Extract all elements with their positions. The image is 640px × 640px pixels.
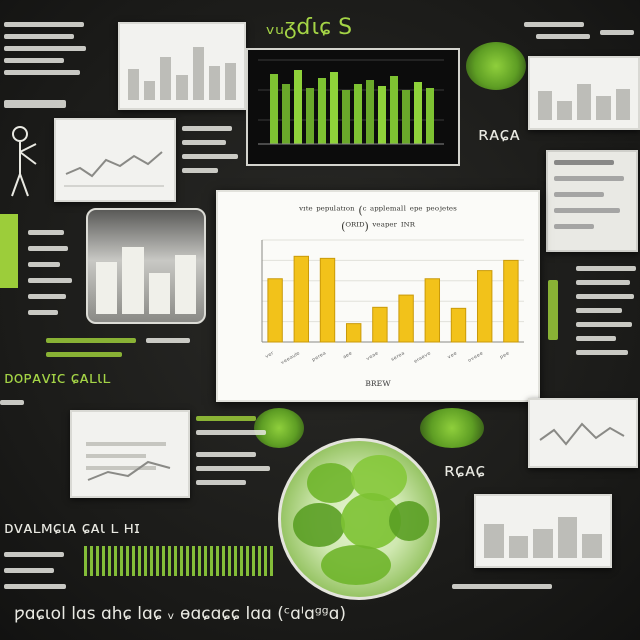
green-bar xyxy=(294,70,302,144)
bar xyxy=(476,270,493,343)
green-bar xyxy=(354,84,362,144)
green-bar xyxy=(342,90,350,144)
thumbnail-bar-chart-top xyxy=(118,22,246,110)
x-tick-label: ᵉʳᵃᵉᵛᵉ xyxy=(413,350,434,367)
bar xyxy=(503,259,519,343)
x-tick-label: ᵛᵉʳ xyxy=(264,349,277,362)
x-tick-label: ᵛᵉᵉᵃᵘˡᵉ xyxy=(280,350,303,368)
thumbnail-bar-chart-right xyxy=(528,56,640,130)
chart-title: ᵛᶦᵗᵉ ᵖᵉᵖᵘˡᵃᵗᶦᵒⁿ (ᶜ ᵃᵖᵖˡᵉᵐᵃˡˡ ᵉᵖᵉ ᵖᵉᵒʲᵉᵗᵉ… xyxy=(299,204,457,217)
x-tick-label: ᵛᵉᵃᵉ xyxy=(365,350,381,364)
bar xyxy=(267,278,283,343)
broccoli-illustration-top xyxy=(466,42,526,90)
thumbnail-chart-bottom-left xyxy=(70,410,190,498)
x-tick-label: ᵒᵛᵉᵉᵉ xyxy=(467,350,486,366)
bar xyxy=(398,294,414,343)
x-tick-label: ˢᵉʳᵉᵃ xyxy=(390,350,407,365)
bar xyxy=(293,255,310,343)
bar xyxy=(372,306,388,343)
green-bar xyxy=(390,76,398,144)
green-bar xyxy=(378,86,386,144)
bar xyxy=(345,323,362,343)
bottom-left-heading: ᴅᴠᴀʟᴍɕɩᴀ ɕᴀɩ ʟ ʜɪ xyxy=(4,518,140,537)
right-side-label: ʀᴀɕᴀ xyxy=(478,124,521,145)
left-green-marker xyxy=(0,214,18,288)
bar xyxy=(424,278,441,343)
x-tick-label: ᵃᵉᵉ xyxy=(342,350,355,363)
green-bar-chart-panel xyxy=(246,48,460,166)
green-bar xyxy=(318,78,326,144)
x-tick-label: ᵛᵉᵉ xyxy=(446,350,459,363)
broccoli-illustration-left xyxy=(254,408,304,448)
thumbnail-line-chart-left xyxy=(54,118,176,202)
green-strip-chart xyxy=(84,546,274,576)
green-bar xyxy=(402,90,410,144)
tree-illustration xyxy=(278,438,440,600)
thumbnail-bar-chart-bottom-right xyxy=(474,494,612,568)
thumbnail-line xyxy=(64,151,164,187)
thumbnail-bars xyxy=(128,38,236,100)
glass-jar-chart xyxy=(86,208,206,324)
green-bar xyxy=(414,82,422,144)
broccoli-illustration-right xyxy=(420,408,484,448)
main-bar-chart: ᵛᶦᵗᵉ ᵖᵉᵖᵘˡᵃᵗᶦᵒⁿ (ᶜ ᵃᵖᵖˡᵉᵐᵃˡˡ ᵉᵖᵉ ᵖᵉᵒʲᵉᵗᵉ… xyxy=(216,190,540,402)
left-heading: ᴅᴏᴩᴀᴠɪᴄ ɕᴀʟɩʟ xyxy=(4,368,111,387)
green-bar-chart xyxy=(258,59,444,145)
poster-footer-text: ƿɑɕɩol lɑs ɑhɕ lɑɕ ᵥ ɵɑɕɑɕɕ lɑɑ (ᶜɑᴵɑᵍᵍɑ… xyxy=(14,604,347,624)
figure-sketch-icon xyxy=(11,126,37,197)
poster-header-text: ᵥᵤᵹɗɩɕ S xyxy=(266,15,353,40)
thumbnail-line-chart-right xyxy=(528,398,638,468)
mid-right-label: ʀɕᴀɕ xyxy=(444,460,486,481)
bar xyxy=(450,307,467,343)
green-bar xyxy=(306,88,314,144)
green-bar xyxy=(270,74,278,144)
green-bar xyxy=(366,80,374,144)
chart-plot: ᵛᵉʳ ᵛᵉᵉᵃᵘˡᵉ ᵖᵉʳᵉᵃ ᵃᵉᵉ ᵛᵉᵃᵉ ˢᵉʳᵉᵃ ᵉʳᵃᵉᵛᵉ ᵛᵉᵉ ᵒᵛᵉᵉ… xyxy=(261,239,524,368)
chart-subtitle: (ᴼᴿᴵᴰ) ᵛᵉᵃᵖᵉʳ ᴵᴺᴿ xyxy=(341,220,415,233)
green-bar xyxy=(426,88,434,144)
green-bar xyxy=(330,72,338,144)
chart-x-axis-label: ʙʀᴇᴡ xyxy=(365,378,391,389)
bar xyxy=(319,257,336,343)
x-tick-label: ᵖᵉʳᵉᵃ xyxy=(311,350,329,365)
x-tick-label: ᵖᵉᵉ xyxy=(499,350,512,363)
green-bar xyxy=(282,84,290,144)
table-card-right xyxy=(546,150,638,252)
